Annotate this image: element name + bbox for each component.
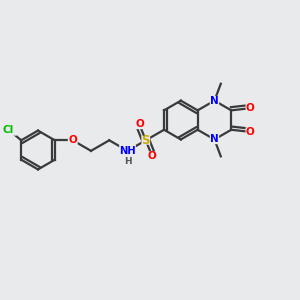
Text: NH: NH	[119, 146, 136, 156]
Text: S: S	[142, 134, 150, 147]
FancyBboxPatch shape	[68, 135, 78, 145]
Text: O: O	[148, 151, 157, 161]
Text: O: O	[246, 127, 255, 137]
Text: O: O	[68, 135, 77, 145]
Text: N: N	[210, 134, 219, 145]
Text: O: O	[246, 103, 255, 113]
FancyBboxPatch shape	[119, 145, 136, 157]
Text: N: N	[210, 96, 219, 106]
FancyBboxPatch shape	[147, 152, 157, 161]
FancyBboxPatch shape	[210, 135, 219, 144]
FancyBboxPatch shape	[246, 103, 255, 113]
FancyBboxPatch shape	[210, 96, 219, 105]
Text: H: H	[124, 158, 131, 166]
FancyBboxPatch shape	[135, 120, 144, 129]
FancyBboxPatch shape	[124, 158, 131, 166]
FancyBboxPatch shape	[246, 127, 255, 136]
Text: O: O	[135, 119, 144, 130]
Text: Cl: Cl	[3, 125, 14, 135]
FancyBboxPatch shape	[0, 124, 17, 136]
FancyBboxPatch shape	[141, 136, 150, 145]
